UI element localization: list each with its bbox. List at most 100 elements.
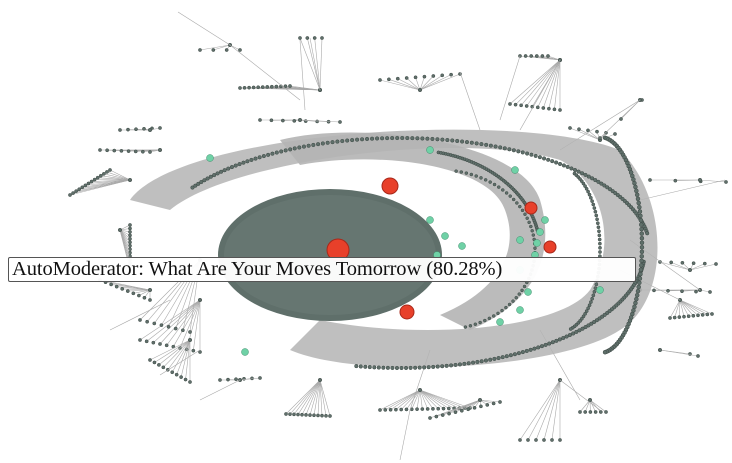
leaf-node <box>446 406 451 411</box>
ring-node <box>245 159 250 164</box>
leaf-node <box>83 183 88 188</box>
leaf-node <box>534 438 538 442</box>
leaf-node <box>238 86 242 90</box>
ring-node <box>594 282 599 287</box>
leaf-node <box>558 438 562 442</box>
leaf-node <box>619 117 623 121</box>
ring-node <box>637 204 642 210</box>
ring-node <box>474 141 479 146</box>
fan-edge <box>659 349 699 357</box>
leaf-node <box>234 377 238 382</box>
hub-node <box>417 87 423 93</box>
teal-node <box>533 239 541 247</box>
fan-edge <box>589 399 607 413</box>
leaf-node <box>541 106 546 110</box>
ring-node <box>517 292 522 296</box>
fan-edge <box>699 179 727 183</box>
fan-edge <box>166 299 201 346</box>
leaf-node <box>388 407 393 412</box>
ring-node <box>516 351 521 356</box>
ring-node <box>580 171 585 176</box>
ring-node <box>202 178 207 183</box>
leaf-node <box>387 77 391 82</box>
leaf-node <box>547 106 551 111</box>
fan-edge <box>419 389 460 409</box>
ring-node <box>638 218 644 223</box>
ring-node <box>205 176 210 181</box>
leaf-node <box>158 126 162 130</box>
long-edge <box>639 179 726 201</box>
ring-node <box>639 222 644 227</box>
ring-node <box>639 245 645 250</box>
ring-node <box>557 337 562 342</box>
ring-node <box>602 183 607 188</box>
ring-node <box>270 151 275 156</box>
leaf-node <box>226 377 230 382</box>
leaf-node <box>161 365 166 370</box>
highlight-node[interactable] <box>399 304 415 320</box>
ring-node <box>532 346 537 351</box>
ring-node <box>602 349 608 355</box>
fan-edge <box>309 379 321 416</box>
ring-node <box>365 136 370 142</box>
fan-edge <box>579 399 591 413</box>
ring-node <box>638 271 643 277</box>
leaf-node <box>540 54 545 58</box>
middle-ring-edges <box>280 132 546 330</box>
fan-edge <box>419 389 465 409</box>
ring-node <box>524 348 529 354</box>
leaf-node <box>436 406 441 411</box>
hub-node <box>147 287 153 293</box>
teal-node <box>511 166 519 174</box>
ring-node <box>590 176 595 181</box>
ring-node <box>208 174 213 179</box>
ring-node <box>345 138 350 143</box>
fan-edge <box>379 79 421 91</box>
leaf-node <box>524 104 529 108</box>
leaf-node <box>95 175 100 180</box>
fan-edge <box>679 299 699 316</box>
ring-node <box>511 148 516 153</box>
fan-edge <box>679 299 685 317</box>
fan-edge <box>689 263 705 271</box>
fan-edge <box>193 299 201 351</box>
ring-node <box>634 192 640 198</box>
ring-node <box>193 183 198 188</box>
ring-node <box>581 181 586 186</box>
fan-edge <box>390 389 421 411</box>
leaf-node <box>677 315 682 319</box>
leaf-node <box>188 330 192 334</box>
highlight-node[interactable] <box>524 201 538 215</box>
ring-node <box>516 149 521 154</box>
ring-node <box>634 296 639 302</box>
hub-node <box>157 147 163 153</box>
ring-node <box>375 136 380 141</box>
ring-node <box>440 364 445 369</box>
fan-edge <box>180 339 191 378</box>
highlight-node[interactable] <box>543 240 557 254</box>
ring-node <box>376 365 381 370</box>
ring-node <box>595 221 600 226</box>
teal-node <box>516 306 524 314</box>
ring-node <box>363 364 368 369</box>
leaf-node <box>583 410 588 414</box>
ring-node <box>370 136 375 141</box>
leaf-node <box>383 408 388 412</box>
ring-node <box>483 178 488 182</box>
ring-node <box>488 143 493 148</box>
fan-edge <box>419 389 449 409</box>
ring-node <box>222 168 227 173</box>
leaf-node <box>260 85 265 89</box>
ring-node <box>515 201 519 205</box>
ring-node <box>496 311 500 316</box>
fan-edge <box>285 379 321 415</box>
leaf-node <box>434 414 439 419</box>
ring-node <box>590 199 594 203</box>
ring-node <box>592 206 597 210</box>
ring-node <box>504 191 509 195</box>
ring-node <box>567 332 572 338</box>
fan-edge <box>289 379 321 415</box>
highlight-node[interactable] <box>381 177 399 195</box>
fan-edge <box>158 339 191 366</box>
